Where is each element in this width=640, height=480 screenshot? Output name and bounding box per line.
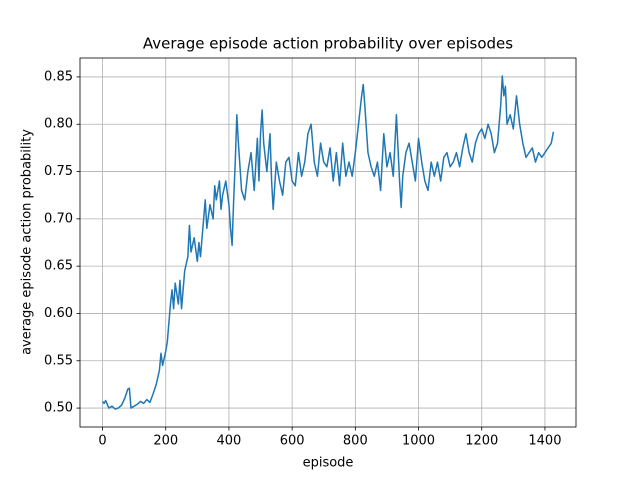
plot-frame xyxy=(79,57,577,428)
y-tick-label: 0.60 xyxy=(44,306,73,321)
y-tick-label: 0.70 xyxy=(44,211,73,226)
y-tick-label: 0.85 xyxy=(44,69,73,84)
x-tick-label: 400 xyxy=(217,434,242,449)
x-tick-label: 800 xyxy=(343,434,368,449)
y-tick-label: 0.50 xyxy=(44,401,73,416)
x-tick-label: 600 xyxy=(280,434,305,449)
data-line xyxy=(101,75,555,410)
x-tick-label: 200 xyxy=(153,434,178,449)
y-tick-label: 0.65 xyxy=(44,259,73,274)
x-tick-label: 0 xyxy=(98,434,106,449)
y-tick-label: 0.75 xyxy=(44,164,73,179)
x-axis-label: episode xyxy=(303,456,354,471)
y-tick-label: 0.55 xyxy=(44,353,73,368)
chart-title: Average episode action probability over … xyxy=(143,35,513,53)
y-tick-label: 0.80 xyxy=(44,117,73,132)
x-tick-label: 1000 xyxy=(402,434,435,449)
x-tick-label: 1400 xyxy=(528,434,561,449)
y-axis-label: average episode action probability xyxy=(20,129,35,355)
x-tick-label: 1200 xyxy=(465,434,498,449)
